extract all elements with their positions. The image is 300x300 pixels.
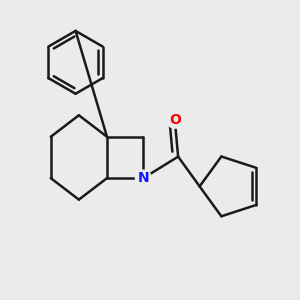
Circle shape	[135, 170, 151, 186]
Text: N: N	[138, 171, 149, 185]
Circle shape	[167, 112, 183, 128]
Text: O: O	[169, 113, 181, 127]
